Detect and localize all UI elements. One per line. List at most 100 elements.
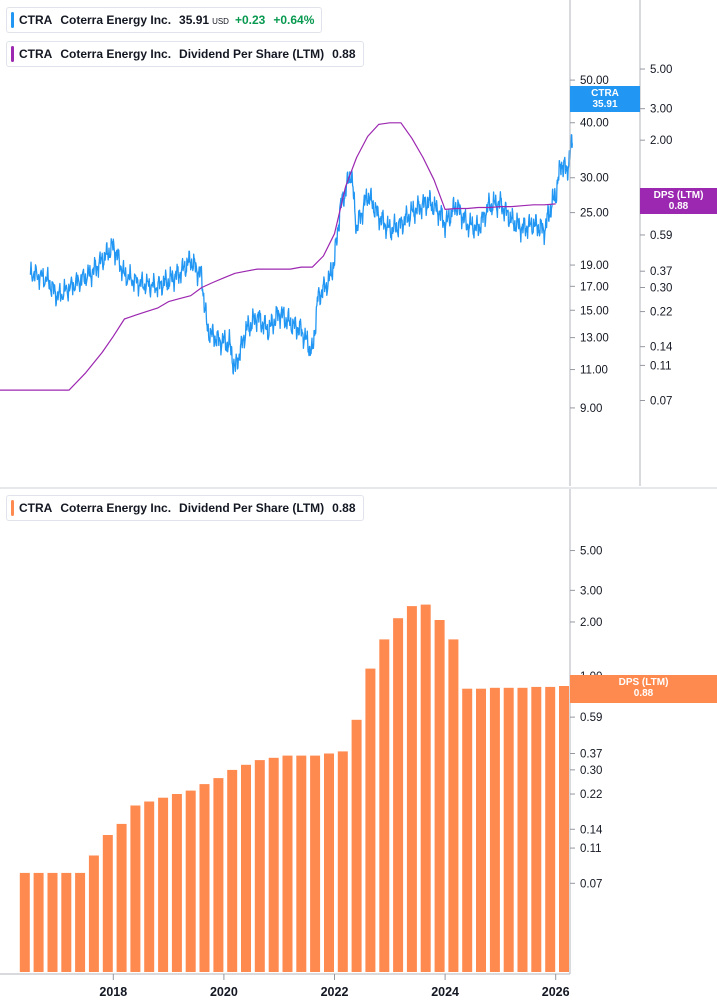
dps-bar [185, 790, 196, 972]
dps-bar [33, 872, 44, 972]
dps-bar [420, 604, 431, 972]
bottom-axis-label: 3.00 [580, 585, 602, 597]
dps-bar [282, 755, 293, 972]
price-axis-label: 15.00 [580, 305, 609, 317]
price-axis: 50.0045.0040.0030.0025.0019.0017.0015.00… [569, 0, 609, 486]
dps-bar [254, 760, 265, 972]
price-axis-label: 19.00 [580, 260, 609, 272]
dps-axis-label: 0.37 [650, 266, 672, 278]
bottom-axis-label: 0.22 [580, 789, 602, 801]
dps-axis-label: 2.00 [650, 135, 672, 147]
price-tag: CTRA 35.91 [570, 86, 640, 112]
time-axis-label: 2024 [431, 985, 459, 999]
dps-bar [559, 686, 569, 972]
dps-bar [517, 687, 528, 972]
legend-price-change: +0.23 [234, 13, 266, 27]
price-axis-label: 13.00 [580, 333, 609, 345]
dps-bar [531, 686, 542, 972]
dps-bar [171, 794, 182, 972]
dps-top-tag-label: DPS (LTM) [653, 190, 704, 201]
legend-price-ticker: CTRA [19, 13, 53, 27]
bottom-axis-label: 0.59 [580, 712, 602, 724]
dps-axis-label: 0.59 [650, 230, 672, 242]
dps-bar [75, 872, 86, 972]
price-axis-label: 25.00 [580, 208, 609, 220]
dps-bar [158, 797, 169, 972]
dps-bar [130, 805, 141, 972]
dps-bar [199, 784, 210, 972]
bottom-axis-label: 0.37 [580, 749, 602, 761]
dps-bar [503, 687, 514, 972]
legend-dps-bottom-value: 0.88 [332, 501, 356, 515]
dps-bottom-tag: DPS (LTM) 0.88 [570, 675, 717, 703]
dps-axis-label: 0.30 [650, 282, 672, 294]
dps-bar [393, 618, 404, 972]
legend-price[interactable]: CTRA Coterra Energy Inc. 35.91 USD +0.23… [6, 7, 323, 33]
price-axis-label: 11.00 [580, 365, 608, 377]
dps-bar [88, 855, 99, 972]
price-axis-label: 40.00 [580, 118, 609, 130]
dps-bar [213, 778, 224, 972]
time-axis[interactable]: 2018 2020 2022 2024 2026 [0, 973, 570, 999]
dps-bar [448, 639, 459, 972]
legend-dps-bottom-ticker: CTRA [19, 501, 53, 515]
dps-axis-label: 0.22 [650, 307, 672, 319]
price-tag-value: 35.91 [592, 99, 618, 110]
price-axis-label: 9.00 [580, 403, 602, 415]
dps-bar [61, 872, 72, 972]
price-line [29, 134, 573, 375]
dps-line-series [0, 122, 556, 391]
dps-bar [268, 757, 279, 972]
price-axis-label: 30.00 [580, 173, 609, 185]
legend-dps-bottom[interactable]: CTRA Coterra Energy Inc. Dividend Per Sh… [6, 495, 364, 521]
dps-bar [296, 755, 307, 972]
dps-bar [102, 835, 113, 972]
dps-bar [47, 872, 58, 972]
bottom-axis-label: 0.30 [580, 765, 602, 777]
dps-axis-label: 0.14 [650, 342, 673, 354]
dps-bar [241, 764, 251, 972]
dps-bar [144, 801, 155, 972]
dps-top-tag-value: 0.88 [668, 201, 689, 212]
dps-bar [476, 688, 486, 972]
legend-dps-top-ticker: CTRA [19, 47, 53, 61]
dps-bar [351, 719, 362, 972]
legend-price-name: Coterra Energy Inc. [60, 13, 172, 27]
bottom-axis-label: 2.00 [580, 617, 602, 629]
dps-bar [324, 753, 334, 972]
legend-dps-top-metric: Dividend Per Share (LTM) [179, 47, 325, 61]
dps-bar [19, 872, 30, 972]
bottom-axis-label: 5.00 [580, 546, 602, 558]
dps-bar [489, 687, 500, 972]
dps-axis-label: 5.00 [650, 64, 672, 76]
legend-dps-top-name: Coterra Energy Inc. [60, 47, 172, 61]
price-axis-label: 50.00 [580, 75, 609, 87]
dps-bar [545, 686, 556, 972]
dps-bottom-tag-value: 0.88 [633, 688, 654, 699]
dps-bar [379, 639, 390, 972]
legend-price-change-pct: +0.64% [273, 13, 315, 27]
legend-price-currency: USD [212, 16, 229, 26]
dps-bar [406, 606, 417, 972]
legend-dps-top-value: 0.88 [332, 47, 356, 61]
time-axis-label: 2020 [210, 985, 238, 999]
dps-top-tag: DPS (LTM) 0.88 [640, 188, 717, 214]
price-series [29, 134, 573, 375]
legend-dps-bottom-metric: Dividend Per Share (LTM) [179, 501, 325, 515]
bottom-axis-label: 0.07 [580, 878, 602, 890]
bottom-axis-label: 0.14 [580, 824, 603, 836]
legend-dps-top[interactable]: CTRA Coterra Energy Inc. Dividend Per Sh… [6, 41, 364, 67]
dps-axis-label: 0.11 [650, 360, 672, 372]
price-tag-label: CTRA [591, 88, 619, 99]
legend-price-swatch [11, 12, 14, 28]
dps-bar [434, 620, 445, 972]
dps-axis-label: 0.07 [650, 395, 672, 407]
time-axis-label: 2018 [99, 985, 127, 999]
time-axis-label: 2026 [542, 985, 570, 999]
dps-bar-series [19, 604, 569, 972]
dps-bar [310, 755, 321, 972]
dps-bar [365, 668, 376, 972]
dps-axis-top: 5.003.002.001.000.590.370.300.220.140.11… [639, 0, 673, 486]
dps-axis-label: 3.00 [650, 104, 672, 116]
